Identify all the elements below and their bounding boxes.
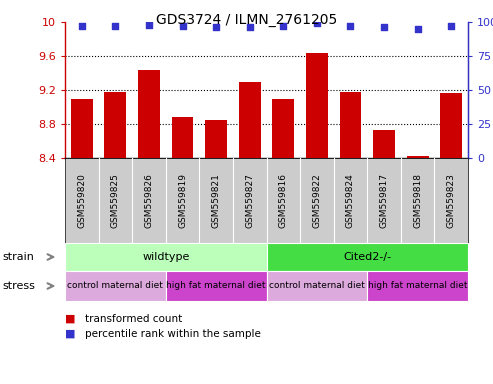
Point: [178, 23, 186, 29]
Text: GSM559819: GSM559819: [178, 173, 187, 228]
Point: [347, 23, 354, 29]
Point: [212, 24, 220, 30]
Point: [78, 23, 86, 29]
Text: GSM559817: GSM559817: [380, 173, 388, 228]
Text: GSM559826: GSM559826: [144, 173, 153, 228]
Bar: [172, 117, 193, 158]
Bar: [272, 99, 294, 158]
Text: control maternal diet: control maternal diet: [68, 281, 163, 291]
Text: GSM559825: GSM559825: [111, 173, 120, 228]
Text: control maternal diet: control maternal diet: [269, 281, 365, 291]
Text: strain: strain: [2, 252, 35, 262]
Text: percentile rank within the sample: percentile rank within the sample: [85, 329, 261, 339]
Text: wildtype: wildtype: [142, 252, 189, 262]
Bar: [407, 156, 428, 158]
Text: GSM559824: GSM559824: [346, 173, 355, 228]
Text: transformed count: transformed count: [85, 314, 182, 324]
Text: ■: ■: [65, 314, 75, 324]
Text: high fat maternal diet: high fat maternal diet: [368, 281, 467, 291]
Text: high fat maternal diet: high fat maternal diet: [166, 281, 266, 291]
Text: GSM559823: GSM559823: [447, 173, 456, 228]
Bar: [239, 82, 261, 158]
Bar: [205, 120, 227, 158]
Point: [145, 22, 153, 28]
Text: GSM559818: GSM559818: [413, 173, 422, 228]
Point: [246, 24, 254, 30]
Text: GSM559827: GSM559827: [245, 173, 254, 228]
Bar: [71, 99, 93, 158]
Point: [313, 20, 321, 26]
Point: [380, 24, 388, 30]
Text: ■: ■: [65, 329, 75, 339]
Point: [280, 23, 287, 29]
Bar: [340, 92, 361, 158]
Point: [414, 26, 422, 32]
Bar: [105, 92, 126, 158]
Text: stress: stress: [2, 281, 35, 291]
Bar: [306, 53, 328, 158]
Text: GDS3724 / ILMN_2761205: GDS3724 / ILMN_2761205: [156, 13, 337, 27]
Bar: [373, 130, 395, 158]
Text: GSM559816: GSM559816: [279, 173, 288, 228]
Text: Cited2-/-: Cited2-/-: [343, 252, 391, 262]
Point: [111, 23, 119, 29]
Bar: [440, 93, 462, 158]
Text: GSM559821: GSM559821: [211, 173, 221, 228]
Text: GSM559820: GSM559820: [77, 173, 86, 228]
Point: [447, 23, 455, 29]
Bar: [138, 70, 160, 158]
Text: GSM559822: GSM559822: [313, 173, 321, 228]
